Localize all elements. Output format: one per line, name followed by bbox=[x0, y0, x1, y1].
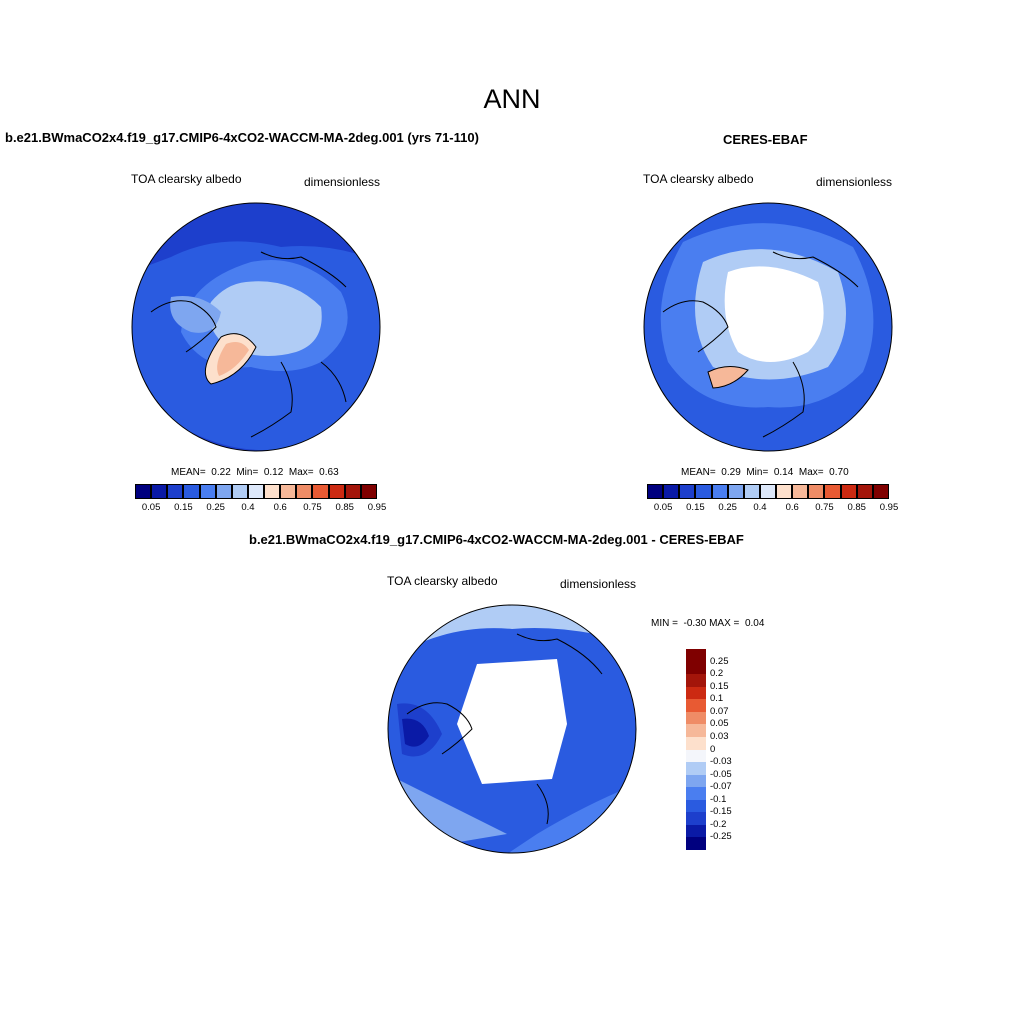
colorbar-tick-label: 0.75 bbox=[303, 502, 322, 513]
colorbar-swatch bbox=[215, 484, 232, 499]
panel-3-polar-map bbox=[387, 604, 637, 854]
colorbar-swatch bbox=[247, 484, 265, 499]
colorbar-swatch bbox=[759, 484, 777, 499]
colorbar-swatch bbox=[686, 661, 706, 675]
colorbar-swatch bbox=[312, 484, 329, 499]
colorbar-tick-label: 0.07 bbox=[710, 705, 729, 717]
colorbar-swatch bbox=[679, 484, 696, 499]
colorbar-swatch bbox=[151, 484, 168, 499]
colorbar-tick-label: -0.05 bbox=[710, 768, 732, 780]
panel-1-units: dimensionless bbox=[304, 175, 381, 189]
panel-2-colorbar bbox=[647, 484, 889, 499]
colorbar-tick-label: 0.4 bbox=[753, 502, 767, 513]
panel-1-variable: TOA clearsky albedo bbox=[131, 172, 242, 186]
panel-1-polar-map bbox=[131, 202, 381, 452]
colorbar-tick-label: -0.15 bbox=[710, 806, 732, 818]
colorbar-swatch bbox=[695, 484, 712, 499]
colorbar-swatch bbox=[686, 736, 706, 750]
panel-2-colorbar-ticks: 0.05 0.15 0.25 0.4 0.6 0.75 0.85 0.95 bbox=[647, 502, 898, 516]
colorbar-tick-label: 0.15 bbox=[710, 680, 729, 692]
colorbar-swatch bbox=[344, 484, 361, 499]
colorbar-swatch bbox=[856, 484, 873, 499]
colorbar-tick-label: -0.25 bbox=[710, 831, 732, 843]
colorbar-tick-label: -0.03 bbox=[710, 756, 732, 768]
colorbar-swatch bbox=[686, 787, 706, 800]
panel-1-colorbar bbox=[135, 484, 377, 499]
colorbar-swatch bbox=[135, 484, 152, 499]
colorbar-swatch bbox=[264, 484, 281, 499]
colorbar-tick-label: 0.95 bbox=[367, 502, 387, 513]
panel-1-title: b.e21.BWmaCO2x4.f19_g17.CMIP6-4xCO2-WACC… bbox=[5, 130, 479, 145]
panel-3-variable: TOA clearsky albedo bbox=[387, 574, 498, 588]
colorbar-tick-label: 0.03 bbox=[710, 730, 729, 742]
colorbar-tick-label: 0.25 bbox=[710, 655, 729, 667]
colorbar-swatch bbox=[663, 484, 680, 499]
panel-3-units: dimensionless bbox=[560, 577, 637, 591]
colorbar-tick-label: 0.1 bbox=[710, 693, 724, 705]
colorbar-swatch bbox=[686, 774, 706, 788]
panel-1-stats: MEAN= 0.22 Min= 0.12 Max= 0.63 bbox=[171, 467, 339, 478]
colorbar-swatch bbox=[792, 484, 809, 499]
colorbar-tick-label: 0.05 bbox=[653, 502, 673, 513]
colorbar-swatch bbox=[686, 649, 706, 662]
colorbar-swatch bbox=[686, 674, 706, 687]
colorbar-tick-label: 0.6 bbox=[273, 502, 287, 513]
colorbar-tick-label: 0.15 bbox=[686, 502, 705, 513]
colorbar-tick-label: 0.85 bbox=[335, 502, 354, 513]
colorbar-swatch bbox=[743, 484, 760, 499]
colorbar-tick-label: 0.15 bbox=[174, 502, 193, 513]
colorbar-tick-label: 0.4 bbox=[241, 502, 255, 513]
colorbar-swatch bbox=[686, 686, 706, 700]
panel-3-title: b.e21.BWmaCO2x4.f19_g17.CMIP6-4xCO2-WACC… bbox=[249, 532, 744, 547]
colorbar-tick-label: 0.25 bbox=[718, 502, 737, 513]
panel-2-polar-map bbox=[643, 202, 893, 452]
colorbar-swatch bbox=[231, 484, 248, 499]
colorbar-swatch bbox=[711, 484, 728, 499]
colorbar-swatch bbox=[328, 484, 345, 499]
colorbar-swatch bbox=[647, 484, 664, 499]
colorbar-swatch bbox=[840, 484, 857, 499]
panel-3-stats: MIN = -0.30 MAX = 0.04 bbox=[651, 618, 765, 629]
colorbar-tick-label: 0.6 bbox=[785, 502, 799, 513]
colorbar-swatch bbox=[872, 484, 889, 499]
colorbar-swatch bbox=[808, 484, 825, 499]
colorbar-tick-label: 0.85 bbox=[847, 502, 866, 513]
colorbar-swatch bbox=[280, 484, 297, 499]
colorbar-swatch bbox=[686, 812, 706, 825]
colorbar-swatch bbox=[686, 699, 706, 712]
colorbar-swatch bbox=[199, 484, 216, 499]
panel-3-colorbar-ticks: 0.25 0.2 0.15 0.1 0.07 0.05 0.03 0 -0.03 -0.05 -0.… bbox=[710, 649, 750, 850]
colorbar-tick-label: 0.2 bbox=[710, 668, 724, 680]
colorbar-tick-label: 0.95 bbox=[879, 502, 899, 513]
colorbar-swatch bbox=[686, 724, 706, 737]
colorbar-tick-label: 0.25 bbox=[206, 502, 225, 513]
colorbar-swatch bbox=[686, 837, 706, 850]
colorbar-swatch bbox=[360, 484, 377, 499]
colorbar-swatch bbox=[296, 484, 313, 499]
colorbar-tick-label: 0.75 bbox=[815, 502, 834, 513]
panel-2-title: CERES-EBAF bbox=[723, 132, 808, 147]
colorbar-swatch bbox=[686, 762, 706, 775]
colorbar-tick-label: 0 bbox=[710, 743, 716, 755]
colorbar-tick-label: 0.05 bbox=[141, 502, 161, 513]
panel-1-colorbar-ticks: 0.05 0.15 0.25 0.4 0.6 0.75 0.85 0.95 bbox=[135, 502, 386, 516]
colorbar-tick-label: 0.05 bbox=[710, 718, 729, 730]
colorbar-swatch bbox=[776, 484, 793, 499]
colorbar-swatch bbox=[686, 711, 706, 725]
colorbar-swatch bbox=[686, 824, 706, 838]
panel-3-colorbar bbox=[686, 649, 706, 850]
colorbar-swatch bbox=[686, 749, 706, 763]
colorbar-tick-label: -0.1 bbox=[710, 793, 727, 805]
panel-2-units: dimensionless bbox=[816, 175, 893, 189]
colorbar-swatch bbox=[686, 799, 706, 813]
colorbar-swatch bbox=[824, 484, 841, 499]
panel-2-stats: MEAN= 0.29 Min= 0.14 Max= 0.70 bbox=[681, 467, 849, 478]
colorbar-swatch bbox=[167, 484, 184, 499]
colorbar-swatch bbox=[183, 484, 200, 499]
figure-title: ANN bbox=[483, 84, 541, 114]
colorbar-swatch bbox=[727, 484, 744, 499]
colorbar-tick-label: -0.07 bbox=[710, 781, 732, 793]
colorbar-tick-label: -0.2 bbox=[710, 818, 727, 830]
panel-2-variable: TOA clearsky albedo bbox=[643, 172, 754, 186]
